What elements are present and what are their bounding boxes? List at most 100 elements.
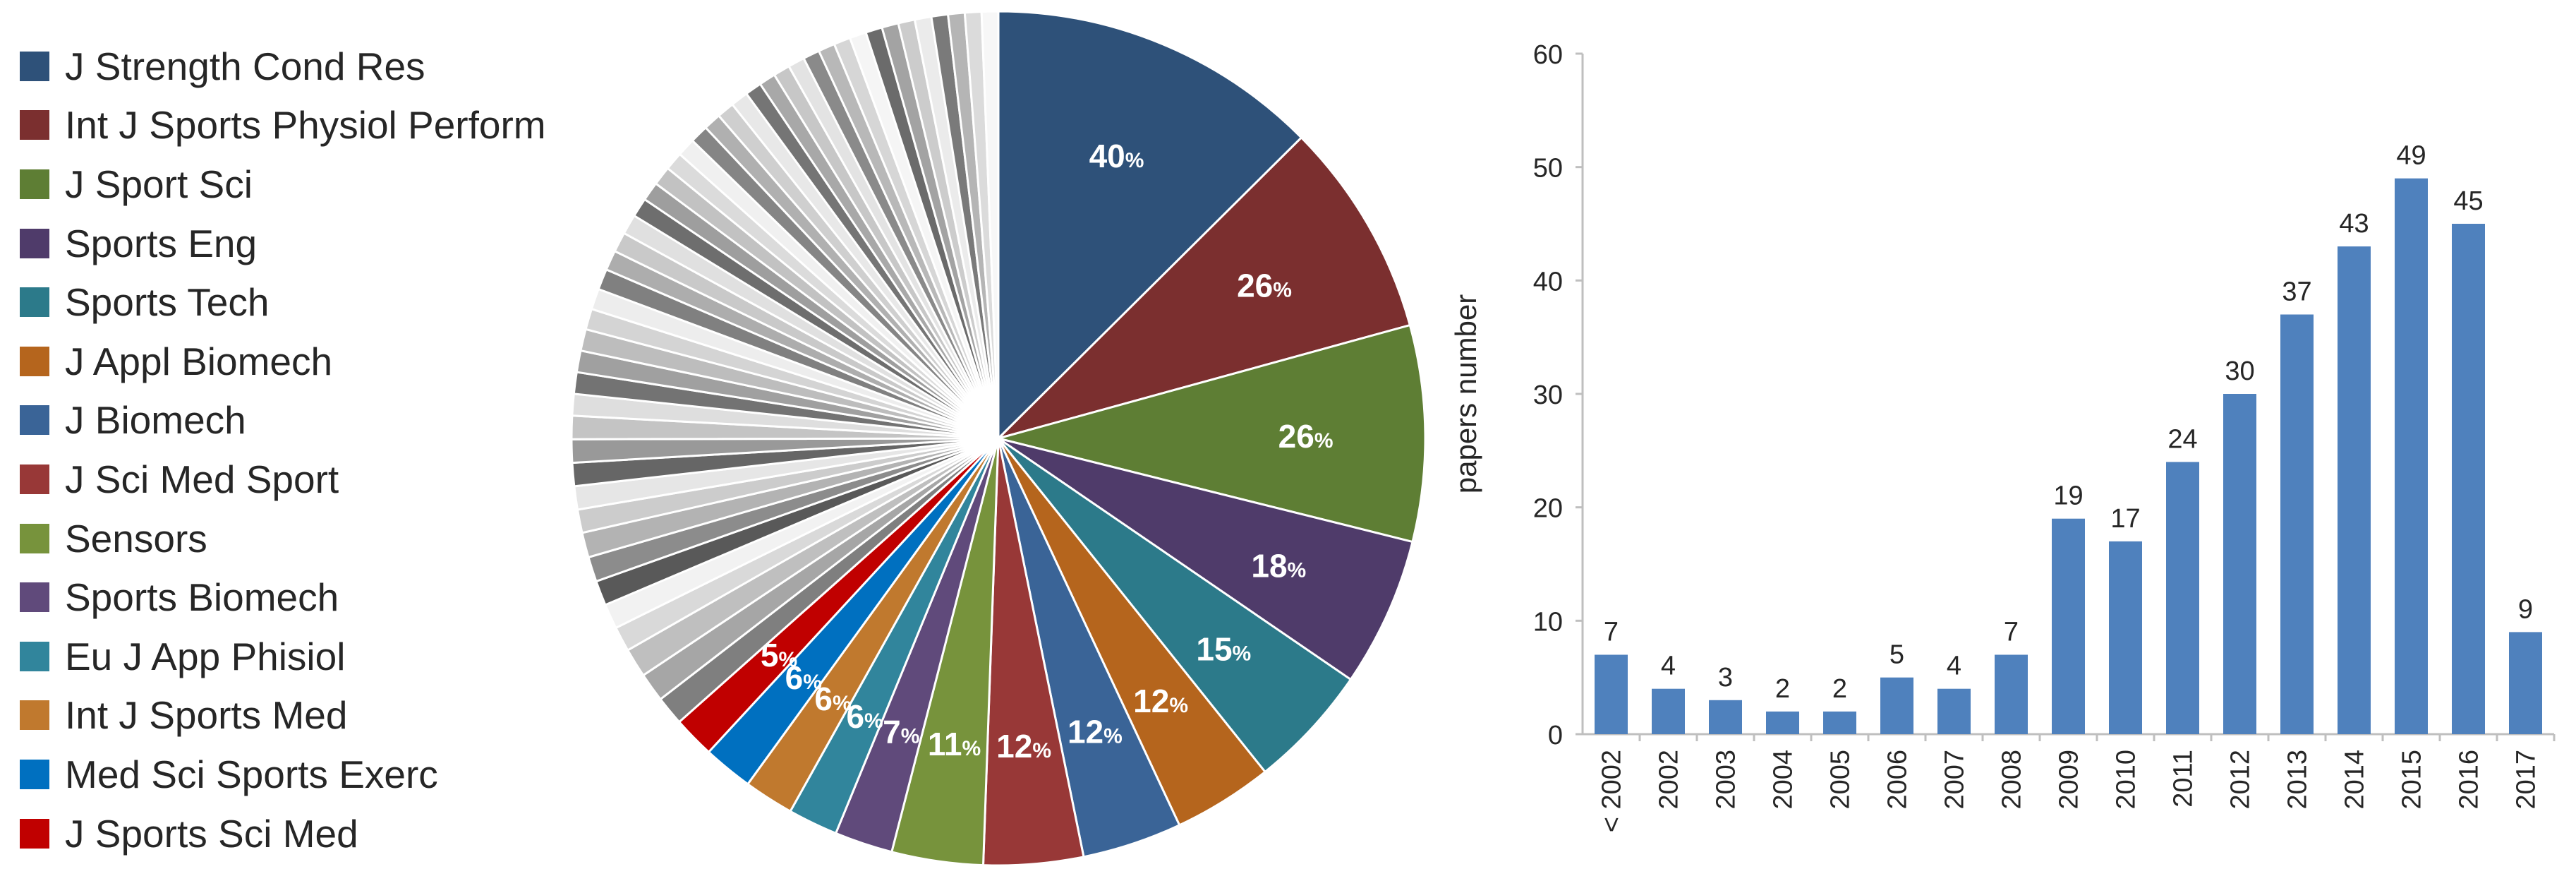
pie-data-value: 12 — [1068, 714, 1103, 750]
pie-data-unit: % — [1169, 694, 1188, 717]
legend-swatch — [20, 228, 49, 258]
pie-data-unit: % — [1032, 739, 1051, 762]
x-tick-label: 2008 — [1997, 750, 2027, 810]
legend-item-sports-biomech: Sports Biomech — [20, 568, 655, 627]
y-tick-label: 20 — [1533, 494, 1563, 524]
bar-2016 — [2452, 224, 2485, 734]
legend-label: Med Sci Sports Exerc — [65, 752, 438, 796]
bar-2007 — [1937, 688, 1971, 734]
x-tick-label: 2012 — [2226, 750, 2256, 810]
x-tick-label: 2017 — [2512, 750, 2541, 810]
pie-slice-j-strength-cond-res — [997, 10, 1303, 441]
bar-data-label: 45 — [2453, 186, 2483, 216]
bar-2002 — [1652, 688, 1685, 734]
legend-item-med-sci-sports-exerc: Med Sci Sports Exerc — [20, 745, 655, 804]
pie-data-unit: % — [1103, 725, 1123, 748]
bar-2017 — [2509, 632, 2542, 734]
bar-2013 — [2280, 314, 2314, 734]
legend-label: Sports Eng — [65, 221, 258, 265]
x-tick-label: 2006 — [1883, 750, 1913, 810]
legend-label: J Sports Sci Med — [65, 811, 358, 856]
pie-data-label: 12% — [996, 728, 1051, 765]
pie-data-value: 15 — [1196, 630, 1232, 667]
pie-data-unit: % — [962, 737, 981, 760]
y-tick-label: 10 — [1533, 607, 1563, 637]
pie-data-value: 7 — [883, 713, 901, 750]
x-tick-label: 2016 — [2455, 750, 2484, 810]
bar-data-label: 43 — [2339, 209, 2369, 239]
bar-data-label: 17 — [2110, 504, 2140, 534]
bar-2012 — [2223, 394, 2256, 734]
pie-data-unit: % — [778, 648, 797, 671]
pie-data-label: 18% — [1251, 548, 1306, 585]
legend-label: J Sci Med Sport — [65, 457, 339, 501]
legend-item-j-sport-sci: J Sport Sci — [20, 155, 655, 214]
bar-2005 — [1823, 711, 1856, 734]
x-tick-label: 2014 — [2340, 750, 2370, 810]
legend-item-j-sports-sci-med: J Sports Sci Med — [20, 804, 655, 863]
pie-data-value: 12 — [996, 728, 1032, 765]
pie-data-label: 40% — [1089, 138, 1144, 174]
x-tick-label: 2009 — [2055, 750, 2084, 810]
legend-item-sports-tech: Sports Tech — [20, 272, 655, 332]
pie-data-unit: % — [1233, 642, 1252, 665]
pie-data-value: 26 — [1237, 268, 1273, 304]
bar-data-label: 3 — [1718, 663, 1733, 693]
legend-item-int-j-sports-med: Int J Sports Med — [20, 686, 655, 745]
bar-chart: 0 10 20 30 40 50 60 papers number 7 < 2002 4 2002 3 2… — [1449, 40, 2556, 832]
pie-data-label: 15% — [1196, 630, 1251, 667]
legend-item-j-biomech: J Biomech — [20, 391, 655, 450]
legend-swatch — [20, 287, 49, 318]
pie-slice-int-j-sports-physiol-perform — [994, 136, 1412, 440]
y-tick-label: 40 — [1533, 267, 1563, 296]
bar-data-label: 5 — [1889, 640, 1904, 670]
legend-swatch — [20, 169, 49, 199]
bar-2004 — [1766, 711, 1799, 734]
legend-swatch — [20, 641, 49, 671]
x-tick-label: 2015 — [2397, 750, 2427, 810]
pie-data-unit: % — [1125, 149, 1144, 172]
legend-label: J Appl Biomech — [65, 339, 333, 383]
pie-data-unit: % — [901, 724, 920, 748]
y-tick-label: 50 — [1533, 154, 1563, 184]
bar-2009 — [2052, 518, 2085, 734]
legend-label: Sensors — [65, 516, 207, 561]
bar-2003 — [1709, 700, 1742, 734]
pie-data-unit: % — [1273, 279, 1292, 302]
bar-data-label: 4 — [1947, 652, 1961, 681]
pie-slice-sports-tech — [997, 437, 1353, 774]
legend-swatch — [20, 346, 49, 376]
legend-item-sports-eng: Sports Eng — [20, 214, 655, 273]
legend-swatch — [20, 464, 49, 494]
pie-data-label: 26% — [1278, 418, 1334, 455]
legend-label: Int J Sports Med — [65, 693, 348, 738]
legend-label: Eu J App Phisiol — [65, 634, 346, 678]
bar-data-label: 30 — [2225, 356, 2254, 386]
pie-data-label: 26% — [1237, 268, 1292, 304]
pie-data-label: 12% — [1133, 683, 1188, 719]
legend-label: J Strength Cond Res — [65, 44, 425, 88]
pie-slice-other — [980, 10, 1000, 439]
legend-swatch — [20, 110, 49, 140]
legend-swatch — [20, 700, 49, 731]
bar-2010 — [2109, 541, 2142, 734]
x-tick-label: 2011 — [2169, 750, 2199, 808]
pie-data-unit: % — [803, 671, 822, 694]
legend-item-eu-j-app-phisiol: Eu J App Phisiol — [20, 627, 655, 686]
pie-data-value: 18 — [1251, 548, 1287, 585]
bar-data-label: 37 — [2282, 277, 2311, 307]
pie-data-value: 40 — [1089, 138, 1125, 174]
x-tick-label: 2003 — [1712, 750, 1741, 810]
legend-item-j-strength-cond-res: J Strength Cond Res — [20, 37, 655, 96]
pie-data-unit: % — [1288, 559, 1307, 582]
bar-2002 — [1595, 654, 1628, 734]
y-tick-label: 60 — [1533, 40, 1563, 70]
bar-data-label: 7 — [2004, 618, 2019, 647]
bar-data-label: 24 — [2167, 424, 2197, 454]
legend-swatch — [20, 523, 49, 553]
legend-label: J Biomech — [65, 398, 246, 443]
pie-slice-j-sport-sci — [994, 323, 1427, 544]
legend-swatch — [20, 582, 49, 613]
pie-data-value: 11 — [928, 726, 962, 762]
